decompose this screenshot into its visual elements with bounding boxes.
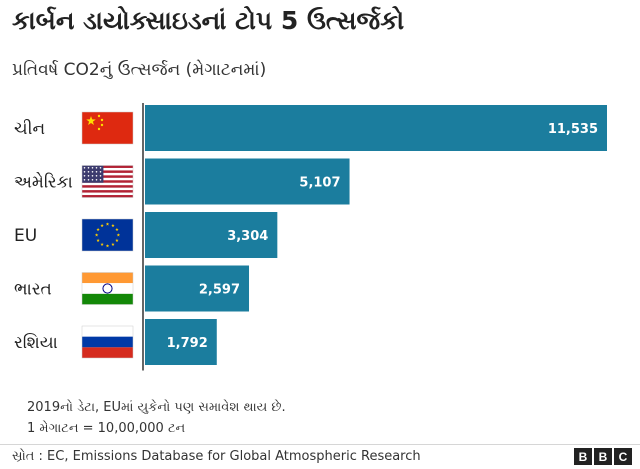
bbc-logo-letter: B: [594, 448, 612, 465]
usa-flag-icon: [81, 165, 134, 198]
category-label: EU: [14, 226, 37, 246]
bar-value-label: 3,304: [227, 229, 268, 244]
category-label: રશિયા: [14, 333, 58, 353]
bar: [145, 212, 278, 258]
footnote-data-year: 2019નો ડેટા, EUમાં યુકેનો પણ સમાવેશ થાય …: [27, 400, 286, 415]
russia-flag-icon: [81, 325, 134, 359]
source-text: સ્રોત : EC, Emissions Database for Globa…: [12, 449, 421, 464]
bar-value-label: 11,535: [548, 122, 598, 137]
chart-title: કાર્બન ડાયોક્સાઇડનાં ટોપ 5 ઉત્સર્જકો: [12, 6, 405, 35]
bar-value-label: 5,107: [299, 176, 340, 191]
footnote-megaton: 1 મેગાટન = 10,00,000 ટન: [27, 421, 186, 436]
bbc-logo-letter: C: [614, 448, 632, 465]
india-flag-icon: [81, 272, 134, 305]
bbc-logo: B B C: [574, 448, 632, 465]
source-divider: [0, 444, 640, 445]
chart-subtitle: પ્રતિવર્ષ CO2નું ઉત્સર્જન (મેગાટનમાં): [12, 60, 267, 80]
bar: [145, 158, 350, 205]
bar: [145, 319, 217, 365]
category-label: ભારત: [14, 280, 52, 300]
bar-value-label: 1,792: [167, 336, 208, 351]
category-label: ચીન: [14, 119, 45, 139]
category-label: અમેરિકા: [14, 171, 73, 192]
bar: [145, 265, 250, 312]
bbc-logo-letter: B: [574, 448, 592, 465]
bar: [145, 105, 607, 151]
footnotes: 2019નો ડેટા, EUમાં યુકેનો પણ સમાવેશ થાય …: [27, 397, 286, 439]
eu-flag-icon: [81, 218, 134, 252]
china-flag-icon: [81, 111, 134, 145]
bar-value-label: 2,597: [199, 283, 240, 298]
